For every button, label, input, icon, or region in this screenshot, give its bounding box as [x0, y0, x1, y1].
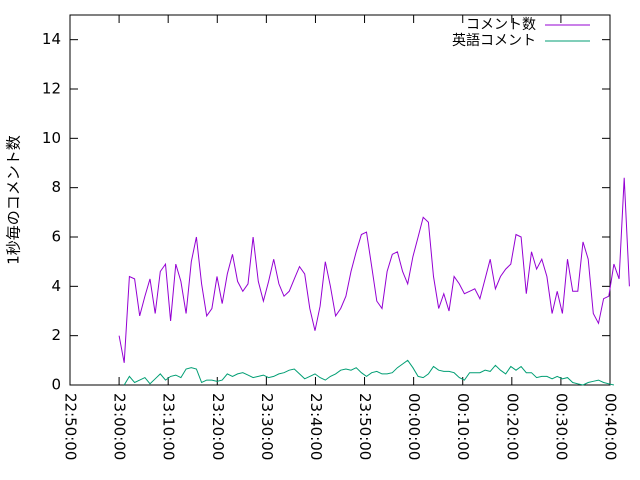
y-tick-label: 14	[42, 30, 61, 48]
y-tick-label: 2	[51, 326, 61, 344]
x-tick-label: 00:10:00	[454, 393, 472, 460]
y-tick-label: 4	[51, 277, 61, 295]
x-tick-label: 23:20:00	[209, 393, 227, 460]
x-tick-label: 22:50:00	[62, 393, 80, 460]
y-tick-label: 6	[51, 228, 61, 246]
plot-frame	[69, 14, 611, 386]
y-tick-label: 8	[51, 178, 61, 196]
y-axis-label: 1秒毎のコメント数	[5, 135, 23, 265]
series-line	[118, 177, 630, 363]
x-tick-label: 23:00:00	[111, 393, 129, 460]
x-tick-label: 23:10:00	[160, 393, 178, 460]
x-tick-label: 00:40:00	[602, 393, 620, 460]
legend-label: 英語コメント	[452, 32, 536, 49]
x-tick-label: 23:50:00	[356, 393, 374, 460]
x-tick-label: 23:40:00	[307, 393, 325, 460]
series-line	[123, 359, 615, 386]
x-tick-label: 00:20:00	[503, 393, 521, 460]
legend-label: コメント数	[466, 17, 536, 33]
x-tick-label: 00:30:00	[552, 393, 570, 460]
y-tick-label: 0	[51, 376, 61, 394]
x-tick-label: 00:00:00	[405, 393, 423, 460]
y-tick-label: 10	[42, 129, 61, 147]
x-tick-label: 23:30:00	[258, 393, 276, 460]
y-tick-label: 12	[42, 80, 61, 98]
